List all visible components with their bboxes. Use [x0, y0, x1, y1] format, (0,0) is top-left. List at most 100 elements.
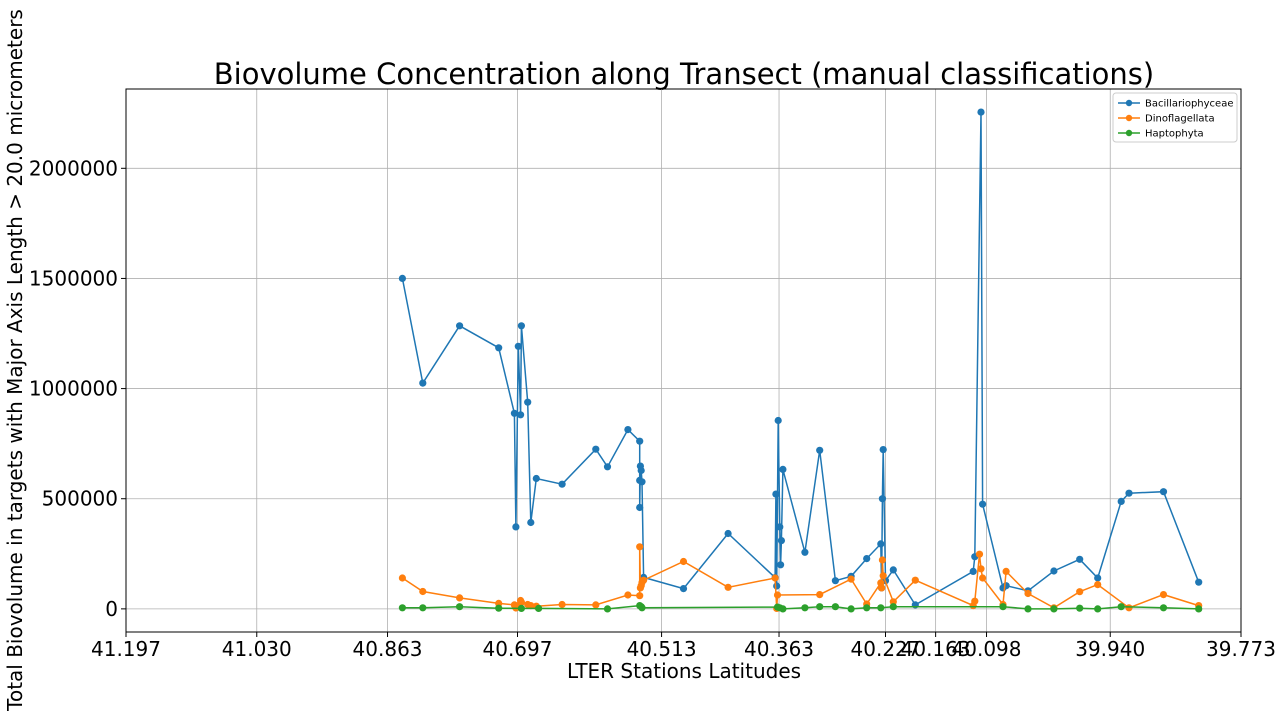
y-tick-label: 0 — [105, 597, 118, 621]
data-point-bacillariophyceae — [889, 566, 897, 574]
data-point-dinoflagellata — [456, 594, 464, 602]
data-point-haptophyta — [801, 604, 809, 612]
legend-item-haptophyta: Haptophyta — [1118, 129, 1204, 140]
data-point-bacillariophyceae — [514, 342, 522, 350]
data-point-dinoflagellata — [1002, 567, 1010, 576]
data-point-bacillariophyceae — [1094, 574, 1102, 582]
series-bacillariophyceae — [398, 108, 1203, 609]
data-point-dinoflagellata — [636, 592, 644, 600]
data-point-dinoflagellata — [975, 550, 984, 558]
data-point-dinoflagellata — [971, 597, 979, 605]
data-point-dinoflagellata — [517, 598, 526, 606]
legend-item-bacillariophyceae: Bacillariophyceae — [1118, 99, 1234, 110]
plot-series — [398, 108, 1203, 613]
data-point-haptophyta — [1159, 604, 1168, 612]
data-point-dinoflagellata — [1159, 591, 1168, 599]
data-point-bacillariophyceae — [831, 577, 840, 585]
data-point-bacillariophyceae — [558, 480, 566, 488]
data-point-bacillariophyceae — [532, 474, 540, 483]
data-point-bacillariophyceae — [777, 537, 786, 545]
data-point-dinoflagellata — [771, 574, 779, 582]
data-point-bacillariophyceae — [1050, 567, 1058, 575]
data-point-haptophyta — [999, 603, 1007, 611]
legend-marker — [1125, 99, 1133, 107]
data-point-bacillariophyceae — [816, 446, 824, 454]
data-point-haptophyta — [889, 603, 897, 611]
data-point-dinoflagellata — [592, 601, 600, 609]
data-point-dinoflagellata — [979, 574, 987, 582]
data-point-dinoflagellata — [636, 543, 644, 551]
data-point-dinoflagellata — [419, 587, 427, 596]
x-tick-label: 40.227 — [851, 637, 921, 661]
x-tick-label: 40.863 — [353, 637, 423, 661]
data-point-bacillariophyceae — [603, 463, 612, 471]
data-point-bacillariophyceae — [419, 379, 427, 387]
data-point-bacillariophyceae — [517, 411, 525, 419]
data-point-bacillariophyceae — [979, 500, 987, 508]
data-point-bacillariophyceae — [1002, 582, 1010, 590]
x-tick-label: 40.363 — [744, 637, 814, 661]
y-axis-label: Total Biovolume in targets with Major Ax… — [3, 9, 27, 712]
legend-marker — [1125, 114, 1133, 122]
data-point-dinoflagellata — [773, 591, 782, 599]
data-point-bacillariophyceae — [801, 548, 809, 556]
data-point-bacillariophyceae — [1125, 489, 1133, 497]
data-point-dinoflagellata — [911, 576, 919, 584]
data-point-bacillariophyceae — [774, 416, 782, 425]
gridlines — [125, 89, 1242, 632]
data-point-bacillariophyceae — [877, 540, 885, 548]
data-point-bacillariophyceae — [524, 398, 532, 406]
data-point-bacillariophyceae — [969, 567, 977, 576]
data-point-bacillariophyceae — [879, 446, 887, 454]
series-line-bacillariophyceae — [401, 112, 1200, 606]
y-tick-label: 2000000 — [29, 156, 118, 180]
data-point-dinoflagellata — [879, 572, 887, 580]
y-tick-label: 1500000 — [29, 266, 118, 290]
x-axis-ticks: 41.197 41.030 40.863 40.697 40.513 40.363 40.2… — [91, 632, 1276, 661]
data-point-haptophyta — [456, 603, 464, 611]
data-point-bacillariophyceae — [1117, 497, 1125, 505]
data-point-bacillariophyceae — [773, 582, 781, 590]
data-point-haptophyta — [603, 605, 612, 613]
data-point-bacillariophyceae — [512, 523, 520, 531]
y-tick-label: 1000000 — [29, 377, 118, 401]
data-point-bacillariophyceae — [777, 561, 785, 569]
data-point-dinoflagellata — [878, 584, 886, 592]
data-point-haptophyta — [1094, 605, 1102, 613]
data-point-bacillariophyceae — [636, 503, 644, 512]
data-point-haptophyta — [877, 604, 885, 612]
y-tick-label: 500000 — [42, 487, 118, 511]
data-point-bacillariophyceae — [527, 518, 535, 527]
x-axis-label: LTER Stations Latitudes — [567, 659, 801, 683]
x-tick-label: 39.773 — [1206, 637, 1276, 661]
x-tick-label: 40.163 — [901, 637, 971, 661]
x-tick-label: 40.697 — [483, 637, 553, 661]
chart-title: Biovolume Concentration along Transect (… — [214, 57, 1154, 91]
data-point-haptophyta — [847, 605, 855, 613]
data-point-dinoflagellata — [977, 565, 985, 573]
data-point-dinoflagellata — [1125, 604, 1133, 612]
data-point-dinoflagellata — [679, 557, 688, 566]
data-point-haptophyta — [1050, 605, 1058, 613]
data-point-bacillariophyceae — [1159, 488, 1168, 496]
x-tick-label: 39.940 — [1075, 637, 1145, 661]
data-point-bacillariophyceae — [637, 466, 645, 475]
legend-label: Bacillariophyceae — [1145, 99, 1234, 110]
data-point-bacillariophyceae — [776, 523, 784, 531]
data-point-bacillariophyceae — [510, 409, 518, 417]
data-point-dinoflagellata — [624, 591, 632, 599]
data-point-haptophyta — [517, 604, 526, 613]
data-point-haptophyta — [535, 604, 543, 613]
data-point-dinoflagellata — [398, 574, 406, 582]
data-point-dinoflagellata — [1024, 589, 1032, 598]
data-point-bacillariophyceae — [779, 465, 787, 473]
data-point-bacillariophyceae — [636, 437, 644, 445]
data-point-bacillariophyceae — [456, 322, 464, 330]
data-point-bacillariophyceae — [724, 529, 732, 538]
data-point-bacillariophyceae — [592, 445, 600, 453]
data-point-bacillariophyceae — [1195, 578, 1203, 586]
x-tick-label: 41.197 — [91, 637, 161, 661]
data-point-dinoflagellata — [847, 575, 855, 583]
data-point-haptophyta — [398, 604, 406, 612]
